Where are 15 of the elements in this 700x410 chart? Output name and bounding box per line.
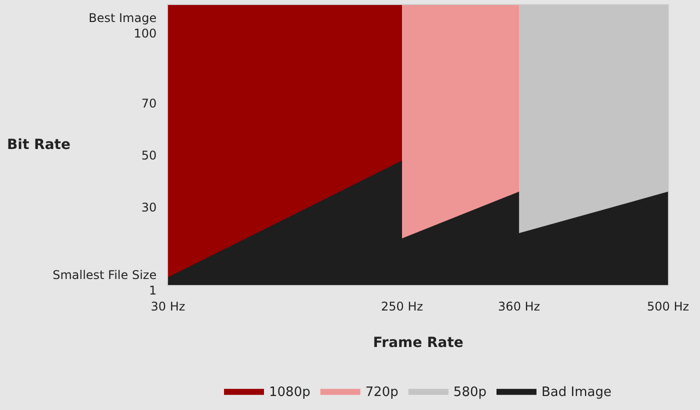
x-tick-label: 360 Hz (498, 299, 540, 314)
x-axis-title: Frame Rate (373, 335, 464, 351)
y-tick-label: 70 (141, 96, 157, 111)
legend-label: 720p (365, 384, 398, 400)
legend-label: Bad Image (542, 384, 612, 400)
x-tick-label: 250 Hz (381, 299, 424, 314)
x-tick-label: 500 Hz (646, 299, 690, 314)
y-axis-title: Bit Rate (7, 137, 70, 153)
y-tick-label: Smallest File Size 1 (52, 268, 157, 298)
legend-label: 580p (453, 384, 486, 400)
y-tick-label: 30 (141, 200, 157, 214)
y-tick-label: 50 (141, 148, 157, 163)
y-tick-label: Best Image 100 (88, 11, 157, 41)
x-tick-label: 30 Hz (150, 299, 186, 314)
legend-label: 1080p (269, 384, 310, 400)
